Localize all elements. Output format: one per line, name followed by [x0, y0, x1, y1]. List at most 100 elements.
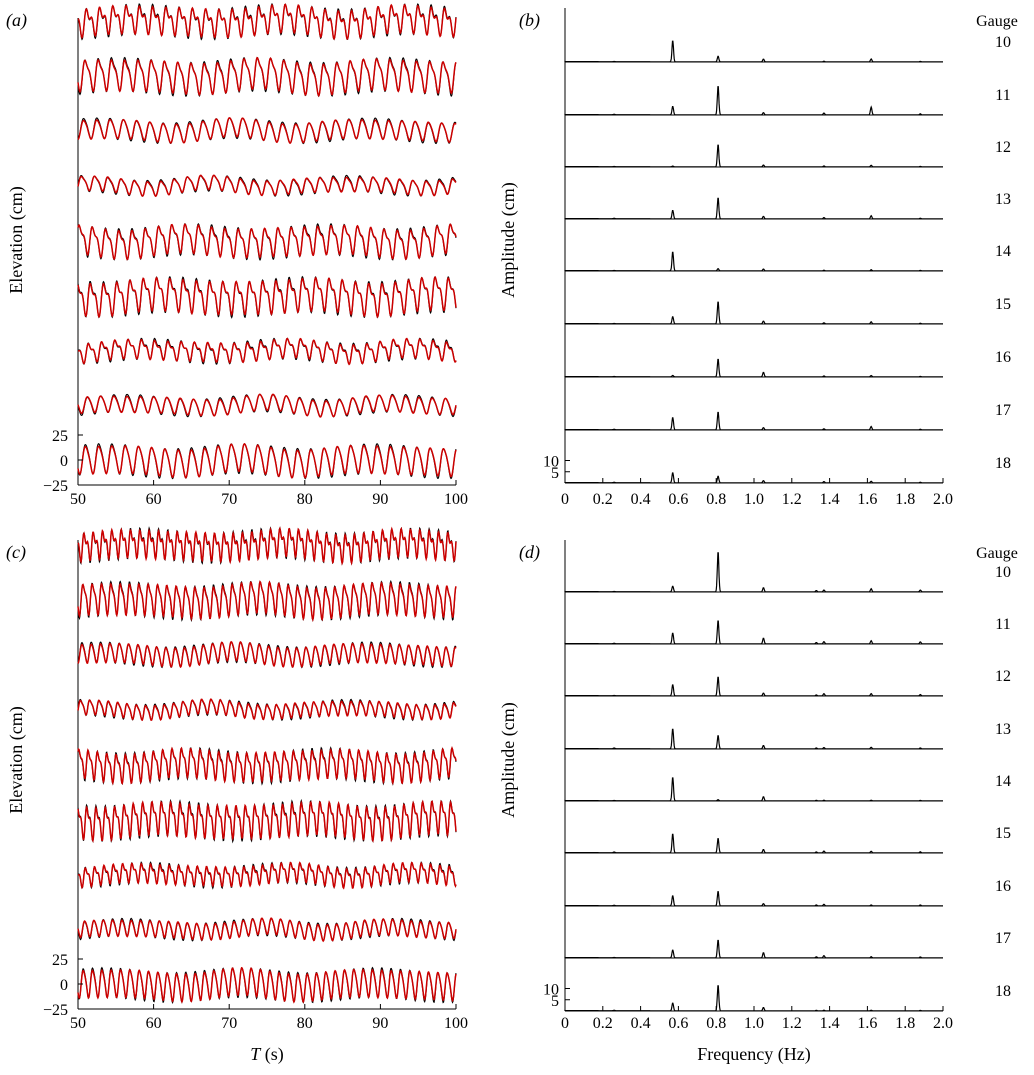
simulated-trace-5 [77, 223, 457, 261]
gauge-label-14: 14 [995, 243, 1011, 260]
simulated-trace-9 [77, 443, 457, 479]
x-tick-label: 100 [444, 491, 468, 508]
simulated-trace-3 [77, 117, 457, 144]
x-tick-label: 90 [372, 1015, 388, 1032]
x-tick-label: 1.6 [857, 1015, 877, 1032]
measured-trace-8 [77, 393, 457, 418]
panel-a-plot [77, 2, 457, 486]
gauge-label-16: 16 [995, 878, 1011, 895]
x-tick-label: 0.6 [668, 491, 688, 508]
x-tick-label: 1.2 [782, 491, 802, 508]
x-tick-label: 60 [146, 491, 162, 508]
gauge-heading: Gauge [976, 545, 1018, 562]
x-tick-label: 70 [221, 491, 237, 508]
measured-trace-5 [77, 223, 457, 261]
x-tick-label: 100 [444, 1015, 468, 1032]
x-tick-label: 1.2 [782, 1015, 802, 1032]
x-tick-label: 60 [146, 1015, 162, 1032]
simulated-trace-1 [77, 3, 457, 41]
x-tick-label: 0 [561, 491, 569, 508]
spectrum-gauge-11 [564, 86, 943, 116]
gauge-label-11: 11 [995, 87, 1010, 104]
x-tick-label: 70 [221, 1015, 237, 1032]
gauge-label-15: 15 [995, 825, 1011, 842]
gauge-label-17: 17 [995, 402, 1011, 419]
panel-label: (b) [519, 10, 540, 31]
spectrum-gauge-13 [564, 728, 943, 750]
simulated-trace-7 [77, 337, 457, 366]
panel-b-plot [564, 8, 944, 484]
x-tick-label: 0.2 [593, 491, 613, 508]
measured-trace-6 [77, 275, 457, 319]
y-axis-label: Amplitude (cm) [498, 702, 519, 817]
simulated-trace-7 [77, 861, 457, 890]
x-tick-label: 1.4 [820, 491, 840, 508]
gauge-label-14: 14 [995, 773, 1011, 790]
x-tick-label: 50 [70, 491, 86, 508]
x-tick-label: 0.2 [593, 1015, 613, 1032]
x-tick-label: 2.0 [933, 491, 953, 508]
y-tick-label: 10 [543, 454, 559, 471]
y-tick-label: −25 [43, 1002, 68, 1019]
y-tick-label: 25 [52, 428, 68, 445]
y-tick-label: 5 [551, 465, 559, 482]
spectrum-gauge-10 [564, 552, 943, 593]
x-tick-label: 2.0 [933, 1015, 953, 1032]
x-tick-label: 0.8 [706, 491, 726, 508]
spectrum-gauge-12 [564, 676, 943, 697]
simulated-trace-2 [77, 580, 457, 622]
panel-label: (a) [6, 10, 27, 31]
x-tick-label: 1.6 [857, 491, 877, 508]
x-axis-label: Frequency (Hz) [697, 1044, 810, 1065]
x-tick-label: 0.4 [631, 1015, 651, 1032]
x-tick-label: 1.8 [895, 1015, 915, 1032]
gauge-label-17: 17 [995, 930, 1011, 947]
simulated-trace-4 [77, 174, 457, 198]
y-tick-label: 0 [60, 977, 68, 994]
simulated-trace-1 [77, 526, 457, 566]
spectrum-gauge-11 [564, 620, 943, 645]
spectrum-gauge-13 [564, 197, 943, 220]
gauge-label-16: 16 [995, 349, 1011, 366]
simulated-trace-3 [77, 640, 457, 669]
panel-label: (d) [519, 542, 540, 563]
spectrum-gauge-16 [564, 358, 943, 378]
spectrum-gauge-12 [564, 144, 943, 168]
gauge-label-13: 13 [995, 721, 1011, 738]
y-tick-label: 0 [60, 453, 68, 470]
y-tick-label: 10 [543, 982, 559, 999]
gauge-label-12: 12 [995, 139, 1011, 156]
simulated-trace-8 [77, 917, 457, 943]
spectrum-gauge-17 [564, 939, 943, 959]
panel-d-plot [564, 540, 944, 1012]
spectrum-gauge-15 [564, 301, 943, 325]
gauge-label-10: 10 [995, 564, 1011, 581]
simulated-trace-6 [77, 275, 457, 319]
x-tick-label: 1.0 [744, 1015, 764, 1032]
spectrum-gauge-17 [564, 411, 943, 431]
gauge-heading: Gauge [976, 13, 1018, 30]
x-tick-label: 0.4 [631, 491, 651, 508]
x-tick-label: 0.6 [668, 1015, 688, 1032]
x-tick-label: 80 [297, 1015, 313, 1032]
x-tick-label: 0.8 [706, 1015, 726, 1032]
gauge-label-10: 10 [995, 34, 1011, 51]
x-tick-label: 90 [372, 491, 388, 508]
spectrum-gauge-14 [564, 777, 943, 802]
simulated-trace-2 [77, 56, 457, 98]
spectrum-gauge-14 [564, 251, 943, 272]
panel-c-plot [77, 526, 457, 1010]
spectrum-gauge-15 [564, 833, 943, 854]
simulated-trace-9 [77, 966, 457, 1004]
simulated-trace-6 [77, 799, 457, 843]
gauge-label-13: 13 [995, 191, 1011, 208]
x-tick-label: 1.8 [895, 491, 915, 508]
simulated-trace-8 [77, 393, 457, 418]
gauge-label-11: 11 [995, 616, 1010, 633]
y-tick-label: −25 [43, 478, 68, 495]
gauge-label-18: 18 [995, 455, 1011, 472]
gauge-label-12: 12 [995, 668, 1011, 685]
x-tick-label: 80 [297, 491, 313, 508]
simulated-trace-5 [77, 746, 457, 786]
